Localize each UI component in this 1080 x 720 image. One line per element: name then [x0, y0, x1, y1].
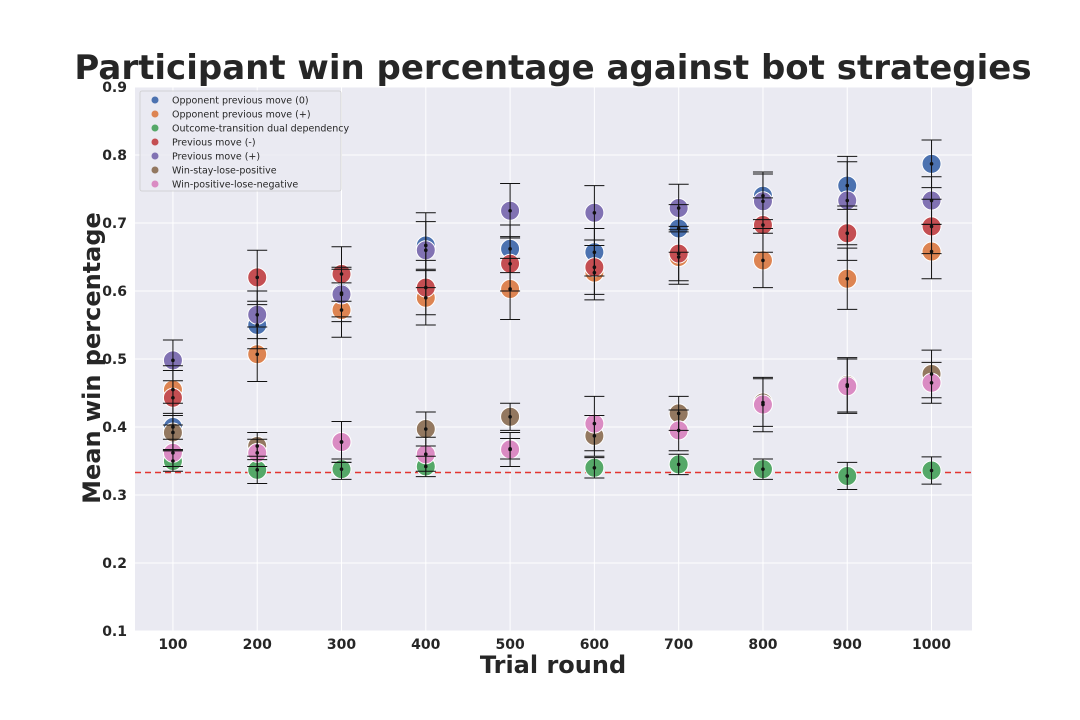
- mean-dot: [761, 199, 765, 204]
- x-tick-label: 300: [327, 637, 356, 653]
- legend-marker: [151, 180, 159, 188]
- mean-dot: [761, 402, 765, 407]
- mean-dot: [592, 265, 597, 270]
- legend-marker: [151, 96, 159, 104]
- mean-dot: [592, 466, 597, 470]
- mean-dot: [255, 451, 260, 455]
- y-tick-label: 0.3: [102, 488, 127, 504]
- mean-dot: [339, 467, 344, 471]
- error-bar-group: [162, 358, 942, 472]
- y-tick-label: 0.1: [102, 624, 127, 640]
- data-marks: [162, 139, 942, 491]
- mean-dot: [676, 251, 681, 256]
- y-tick-label: 0.9: [102, 80, 127, 96]
- mean-dot: [255, 275, 260, 280]
- y-axis-label: Mean win percentage: [78, 212, 106, 504]
- y-tick-label: 0.2: [102, 556, 127, 572]
- legend-label: Outcome-transition dual dependency: [172, 124, 349, 135]
- x-tick-label: 1000: [912, 637, 951, 653]
- mean-dot: [592, 421, 597, 426]
- mean-dot: [508, 415, 512, 419]
- chart-title: Participant win percentage against bot s…: [74, 48, 1031, 88]
- y-tick-label: 0.5: [102, 352, 127, 368]
- mean-dot: [676, 462, 681, 467]
- mean-dot: [845, 198, 850, 203]
- x-axis-label: Trial round: [480, 651, 626, 679]
- legend-box: [139, 90, 342, 192]
- x-tick-label: 400: [411, 637, 440, 653]
- mean-dot: [929, 224, 934, 229]
- x-tick-label: 800: [748, 637, 777, 653]
- y-tick-label: 0.7: [102, 216, 127, 232]
- y-tick-label: 0.4: [102, 420, 127, 436]
- legend-marker: [151, 124, 159, 132]
- mean-dot: [929, 468, 934, 473]
- legend: Opponent previous move (0) Opponent previ…: [139, 90, 349, 192]
- mean-dot: [929, 198, 934, 203]
- y-tick-label: 0.6: [102, 284, 127, 300]
- mean-dot: [845, 384, 850, 389]
- mean-dot: [508, 208, 512, 213]
- legend-label: Win-stay-lose-positive: [172, 166, 277, 177]
- mean-dot: [761, 467, 765, 471]
- x-tick-label: 900: [833, 637, 862, 653]
- mean-dot: [171, 358, 175, 363]
- mean-dot: [339, 440, 344, 444]
- mean-dot: [845, 474, 850, 478]
- y-tick-label: 0.8: [102, 148, 127, 164]
- mean-dot: [508, 262, 512, 266]
- mean-dot: [676, 206, 681, 210]
- mean-dot: [845, 276, 850, 281]
- legend-label: Win-positive-lose-negative: [172, 180, 298, 191]
- mean-dot: [424, 248, 428, 252]
- error-bar-group: [162, 438, 942, 491]
- mean-dot: [424, 452, 428, 457]
- mean-dot: [171, 430, 175, 435]
- x-tick-label: 600: [580, 637, 609, 653]
- x-tick-label: 500: [495, 637, 524, 653]
- legend-marker: [151, 138, 159, 146]
- legend-label: Opponent previous move (0): [172, 96, 309, 107]
- tick-labels: 0.1 0.2 0.3 0.4 0.5 0.6 0.7 0.8 0.9 100 200 300 400 5…: [102, 80, 951, 653]
- legend-label: Previous move (-): [172, 138, 256, 149]
- mean-dot: [255, 468, 260, 472]
- x-tick-label: 100: [158, 637, 187, 653]
- legend-marker: [151, 110, 159, 118]
- mean-dot: [171, 451, 175, 455]
- x-tick-label: 700: [664, 637, 693, 653]
- legend-label: Previous move (+): [172, 152, 260, 163]
- mean-dot: [255, 313, 260, 317]
- legend-marker: [151, 152, 159, 160]
- mean-dot: [929, 162, 934, 166]
- mean-dot: [929, 381, 934, 385]
- legend-marker: [151, 166, 159, 174]
- mean-dot: [761, 258, 765, 263]
- mean-dot: [592, 211, 597, 215]
- mean-dot: [424, 427, 428, 431]
- mean-dot: [255, 352, 260, 357]
- mean-dot: [339, 292, 344, 297]
- legend-label: Opponent previous move (+): [172, 110, 311, 121]
- mean-dot: [171, 395, 175, 400]
- mean-dot: [508, 447, 512, 452]
- x-tick-label: 200: [243, 637, 272, 653]
- error-bar-group: [162, 155, 942, 382]
- mean-dot: [676, 428, 681, 433]
